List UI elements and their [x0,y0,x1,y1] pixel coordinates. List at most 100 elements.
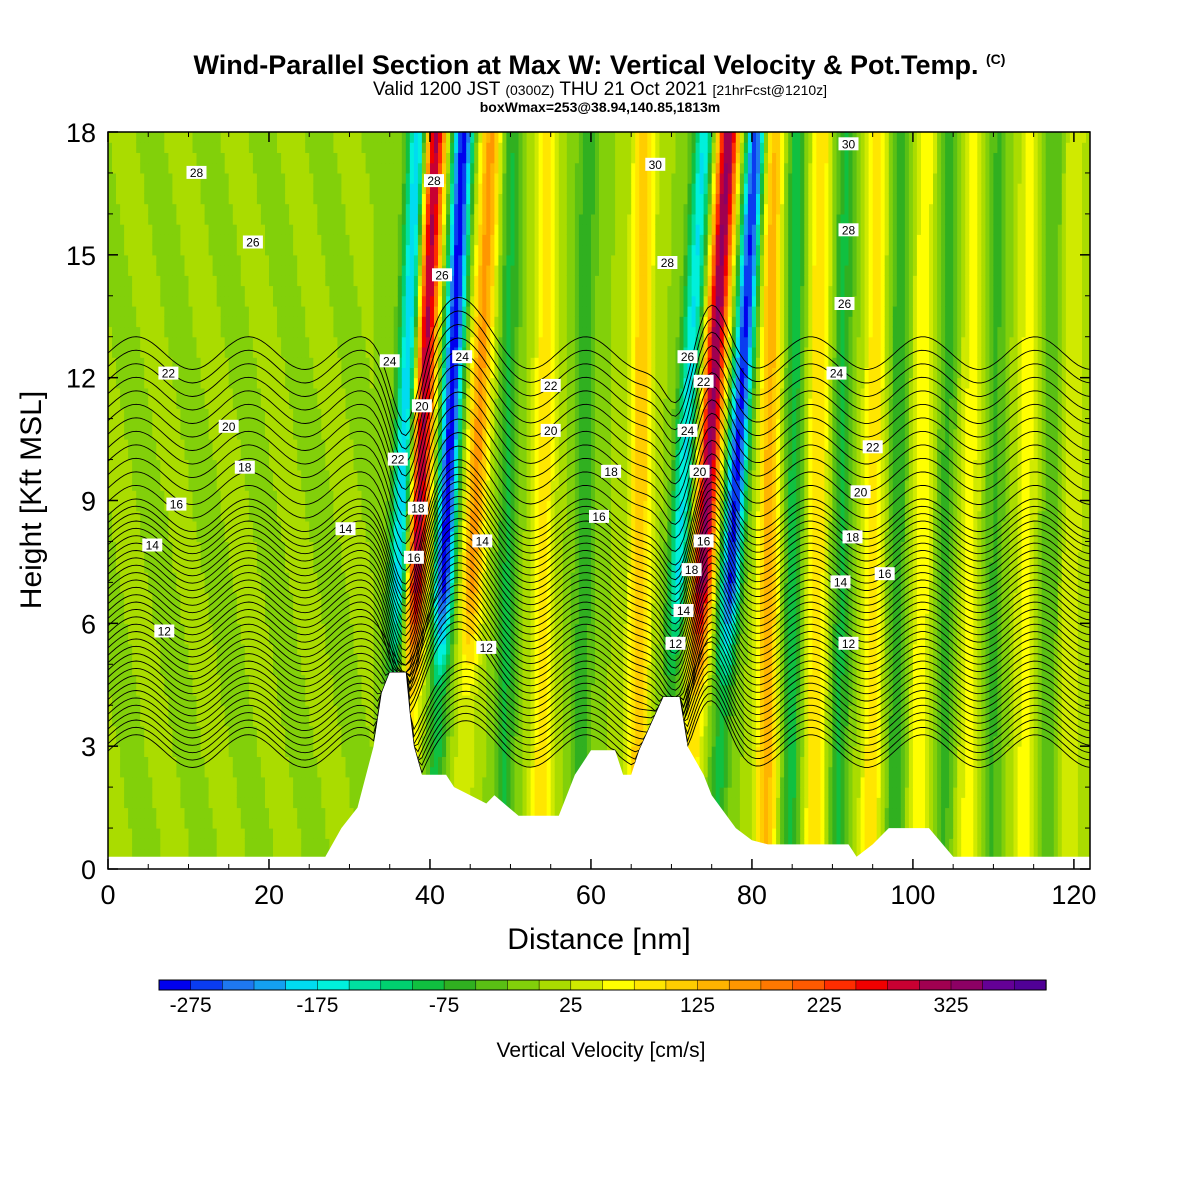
vv-cell [285,163,290,174]
vv-cell [209,265,214,276]
vv-cell [197,306,202,317]
vv-cell [350,153,355,164]
vv-cell [144,797,149,808]
vv-cell [120,818,125,829]
vv-cell [233,296,238,307]
vv-cell [329,593,334,604]
vv-cell [366,449,371,460]
vv-cell [132,736,137,747]
vv-cell [269,828,274,839]
vv-cell [249,183,254,194]
vv-cell [366,634,371,645]
vv-cell [297,716,302,727]
vv-cell [285,265,290,276]
vv-cell [273,685,278,696]
vv-cell [152,808,157,819]
vv-cell [128,501,133,512]
vv-cell [229,480,234,491]
vv-cell [382,245,387,256]
vv-cell [350,327,355,338]
vv-cell [221,838,226,849]
vv-cell [116,327,121,338]
vv-cell [354,316,359,327]
vv-cell [285,183,290,194]
vv-cell [124,265,129,276]
vv-cell [289,234,294,245]
vv-cell [341,132,346,143]
vv-cell [217,234,222,245]
vv-cell [233,388,238,399]
vv-cell [382,163,387,174]
vv-cell [217,562,222,573]
vv-cell [185,347,190,358]
vv-cell [185,634,190,645]
vv-cell [333,316,338,327]
vv-cell [120,388,125,399]
vv-cell [217,439,222,450]
vv-cell [197,234,202,245]
vv-cell [301,132,306,143]
vv-cell [269,183,274,194]
vv-cell [136,797,141,808]
vv-cell [289,787,294,798]
vv-cell [120,316,125,327]
vv-cell [140,327,145,338]
vv-cell [253,593,258,604]
vv-cell [160,214,165,225]
vv-cell [362,173,367,184]
vv-cell [261,828,266,839]
vv-cell [321,296,326,307]
vv-cell [176,347,181,358]
vv-cell [201,306,206,317]
vv-cell [313,173,318,184]
vv-cell [269,265,274,276]
vv-cell [305,439,310,450]
vv-cell [341,306,346,317]
vv-cell [313,214,318,225]
vv-cell [337,183,342,194]
vv-cell [305,664,310,675]
vv-cell [265,398,270,409]
vv-cell [229,132,234,143]
vv-cell [333,685,338,696]
vv-cell [233,327,238,338]
vv-cell [144,572,149,583]
vv-cell [172,787,177,798]
vv-cell [132,603,137,614]
vv-cell [116,245,121,256]
vv-cell [313,767,318,778]
vv-cell [337,777,342,788]
vv-cell [217,470,222,481]
vv-cell [172,153,177,164]
vv-cell [301,767,306,778]
vv-cell [305,838,310,849]
vv-cell [281,245,286,256]
vv-cell [354,613,359,624]
vv-cell [309,419,314,430]
vv-cell [205,828,210,839]
vv-cell [350,675,355,686]
vv-cell [370,327,375,338]
vv-cell [136,470,141,481]
vv-cell [297,541,302,552]
vv-cell [164,204,169,215]
vv-cell [189,797,194,808]
vv-cell [132,357,137,368]
vv-cell [265,163,270,174]
vv-cell [124,490,129,501]
vv-cell [321,398,326,409]
vv-cell [237,173,242,184]
vv-cell [265,306,270,317]
vv-cell [354,296,359,307]
vv-cell [180,255,185,266]
vv-cell [301,582,306,593]
vv-cell [362,388,367,399]
vv-cell [229,163,234,174]
vv-cell [309,357,314,368]
vv-cell [257,808,262,819]
vv-cell [152,797,157,808]
vv-cell [366,234,371,245]
vv-cell [209,808,214,819]
vv-cell [172,214,177,225]
vv-cell [249,153,254,164]
